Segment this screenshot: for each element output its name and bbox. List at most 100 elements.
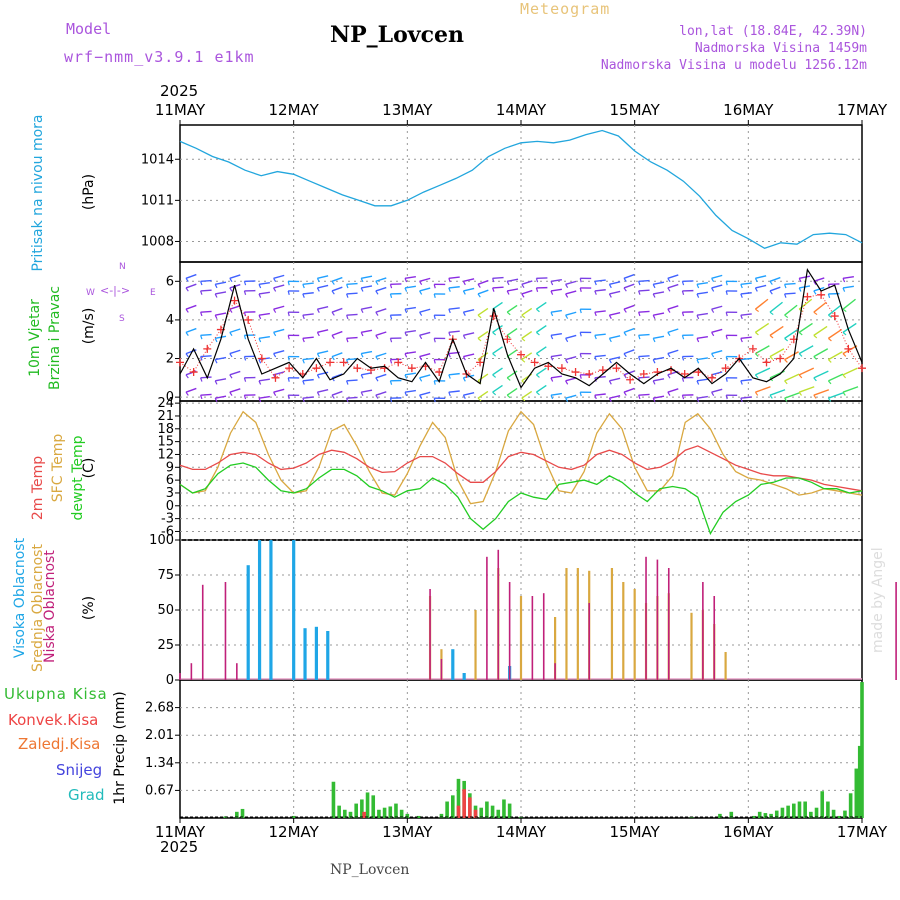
wind-barb — [740, 313, 752, 316]
wind-barb — [696, 336, 708, 340]
wind-barb-tick — [725, 281, 728, 286]
wind-barb-tick — [696, 397, 700, 403]
wind-barb-tick — [506, 311, 511, 316]
wind-barb-tick — [638, 395, 641, 400]
wind-barb — [346, 282, 358, 286]
wind-barb — [463, 392, 475, 396]
xtick-label-bottom: 12MAY — [269, 823, 320, 841]
wind-barb-tick — [258, 314, 262, 320]
wind-barb-tick — [419, 280, 423, 286]
wind-barb-tick — [594, 356, 597, 361]
cloud-mid-bar — [610, 568, 614, 680]
wind-barb-tick — [842, 308, 847, 313]
wind-barb-tick — [667, 332, 671, 337]
wind-gust-marker — [858, 364, 866, 373]
wind-barb — [317, 306, 329, 310]
precip-total-bar — [490, 805, 495, 818]
precip-total-bar — [820, 791, 825, 818]
wind-gust-marker — [557, 364, 566, 373]
wind-barb — [799, 275, 811, 279]
wind-barb-tick — [302, 338, 305, 343]
wind-barb-tick — [827, 397, 832, 402]
wind-barb-tick — [273, 308, 277, 313]
wind-barb — [331, 390, 343, 396]
compass-s: S — [119, 314, 125, 324]
wind-barb — [536, 301, 547, 310]
precip-total-bar — [752, 815, 756, 818]
wind-barb-tick — [375, 280, 379, 285]
wind-barb — [346, 313, 358, 316]
wind-barb-tick — [769, 394, 773, 399]
ytick-label: 25 — [157, 638, 174, 653]
wind-barb — [521, 331, 533, 339]
cloud-mid-bar — [519, 596, 523, 680]
wind-barb — [784, 328, 799, 339]
wind-barb — [769, 389, 786, 396]
wind-barb — [375, 373, 387, 379]
wind-barb — [667, 388, 679, 393]
wind-barb — [696, 357, 708, 361]
wind-barb-tick — [448, 391, 451, 397]
wind-barb-tick — [448, 332, 451, 337]
precip-total-bar — [439, 813, 444, 818]
wind-barb-tick — [302, 397, 305, 403]
cloud-high-bar — [462, 673, 466, 680]
wind-barb-tick — [623, 277, 627, 282]
cloud-low-bar — [542, 593, 545, 680]
wind-barb-tick — [769, 356, 774, 360]
wind-barb — [506, 304, 518, 313]
wind-barb — [711, 349, 723, 355]
wind-barb-tick — [506, 290, 510, 295]
wind-barb — [200, 289, 212, 292]
wind-barb — [623, 327, 635, 334]
xtick-label-top: 11MAY — [155, 101, 206, 119]
wind-barb-tick — [477, 283, 481, 288]
wind-barb — [740, 336, 752, 340]
ytick-label: 3 — [166, 486, 174, 501]
wind-barb-tick — [331, 356, 335, 361]
wind-barb — [215, 291, 227, 295]
precip-total-bar — [382, 807, 387, 818]
wind-barb — [375, 308, 387, 313]
wind-barb — [200, 355, 212, 358]
wind-barb-tick — [565, 397, 569, 402]
wind-barb-tick — [536, 331, 540, 336]
wind-barb — [827, 304, 842, 316]
precip-total-bar — [405, 813, 410, 818]
wind-barb — [229, 349, 241, 355]
wind-barb — [638, 310, 650, 313]
cloud-low-bar — [497, 549, 500, 680]
wind-barb — [565, 394, 577, 399]
wind-barb — [550, 333, 562, 337]
precip-total-bar — [809, 811, 813, 818]
wind-barb — [755, 386, 771, 393]
wind-barb — [638, 333, 650, 337]
xtick-label-bottom: 17MAY — [837, 823, 888, 841]
wind-barb — [755, 275, 767, 279]
wind-barb — [521, 307, 533, 316]
wind-barb-tick — [608, 338, 612, 343]
wind-barb — [696, 291, 708, 295]
wind-barb — [185, 387, 197, 393]
ytick-label: 0 — [166, 390, 174, 405]
wind-barb-tick — [346, 293, 349, 298]
cloud-low-bar — [531, 596, 534, 680]
wind-barb — [740, 378, 752, 382]
precip-total-bar — [235, 811, 239, 818]
wind-gust-marker — [271, 373, 280, 382]
wind-barb-tick — [302, 359, 305, 364]
precip-total-bar — [831, 809, 836, 818]
ytick-label: -6 — [161, 524, 174, 539]
wind-barb-tick — [667, 308, 671, 313]
wind-barb-tick — [331, 311, 335, 316]
wind-barb-tick — [725, 335, 728, 340]
wind-barb-tick — [360, 374, 364, 379]
wind-barb-tick — [375, 311, 379, 316]
compass-arrows-icon: <-|-> — [100, 284, 131, 297]
xtick-label-bottom: 13MAY — [382, 823, 433, 841]
precip-total-bar — [371, 795, 376, 818]
wind-barb — [492, 367, 503, 376]
wind-barb — [317, 350, 329, 355]
wind-barb-tick — [375, 335, 379, 340]
wind-barb — [609, 281, 621, 285]
